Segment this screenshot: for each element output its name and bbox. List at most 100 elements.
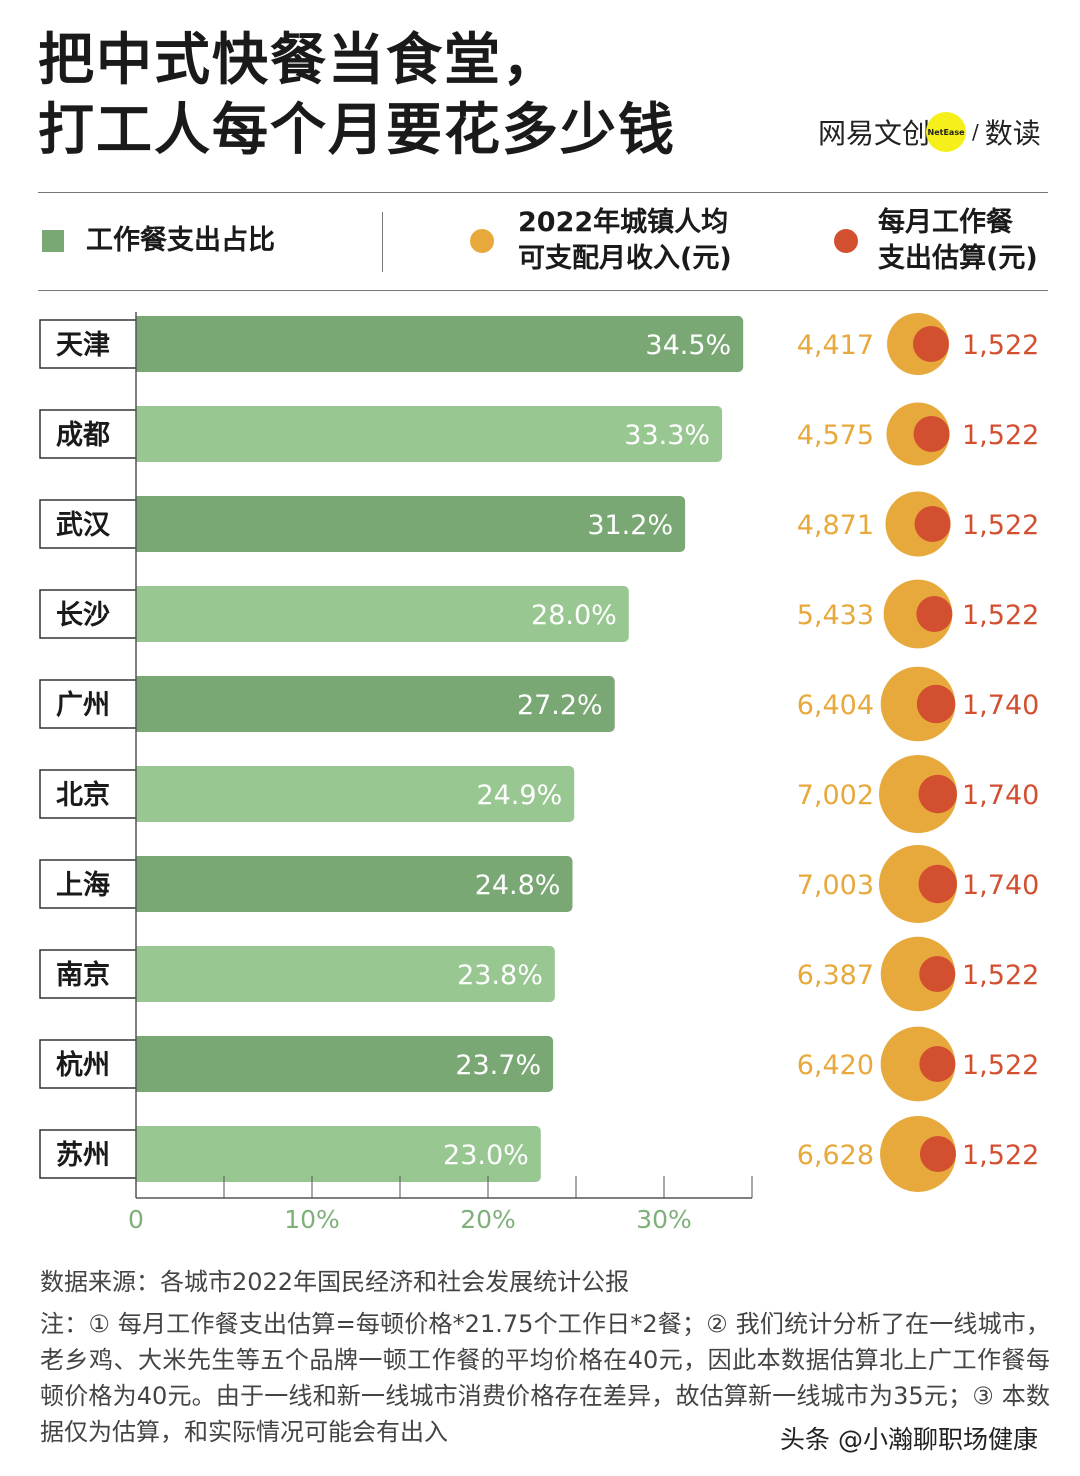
income-value-label: 6,387 xyxy=(797,960,874,991)
meal-value-label: 1,522 xyxy=(962,510,1039,541)
legend-label: 每月工作餐 xyxy=(878,207,1013,238)
category-label: 苏州 xyxy=(56,1140,110,1171)
x-tick-label: 0 xyxy=(128,1205,144,1234)
bar xyxy=(136,1126,541,1182)
footnote: 注：① 每月工作餐支出估算=每顿价格*21.75个工作日*2餐；② 我们统计分析… xyxy=(40,1310,1050,1446)
logo-text: 网易文创 xyxy=(818,117,931,150)
bar-edge xyxy=(136,1126,144,1182)
bar xyxy=(136,766,575,822)
meal-value-label: 1,740 xyxy=(962,780,1039,811)
income-value-label: 4,575 xyxy=(797,420,874,451)
income-circle xyxy=(880,1026,956,1102)
category-label: 成都 xyxy=(56,420,110,451)
meal-circle xyxy=(919,1136,956,1172)
bar-value-label: 23.8% xyxy=(457,960,543,991)
bar-edge xyxy=(136,946,144,1002)
divider xyxy=(38,290,1048,291)
legend-meal: 每月工作餐支出估算(元) xyxy=(834,196,1038,286)
category-label: 天津 xyxy=(56,330,110,361)
bar-edge xyxy=(136,676,144,732)
meal-value-label: 1,522 xyxy=(962,600,1039,631)
bar-edge xyxy=(136,1036,144,1092)
income-value-label: 7,003 xyxy=(797,870,874,901)
data-source: 数据来源：各城市2022年国民经济和社会发展统计公报 xyxy=(40,1268,630,1296)
income-circle xyxy=(879,755,957,833)
logo-badge: NetEase xyxy=(926,112,967,152)
legend-income: 2022年城镇人均 可支配月收入(元) xyxy=(470,196,732,286)
legend-swatch xyxy=(42,230,64,252)
income-value-label: 4,871 xyxy=(797,510,874,541)
meal-circle xyxy=(912,326,949,362)
logo-badge-text: NetEase xyxy=(927,127,965,137)
bar-chart: 天津 34.5% 4,417 1,522 成都 33.3% 4,575 1,522 武汉 31.2… xyxy=(39,312,1039,1234)
income-circle xyxy=(879,845,957,923)
bar-edge xyxy=(136,586,144,642)
category-label: 北京 xyxy=(56,779,110,811)
meal-value-label: 1,522 xyxy=(962,420,1039,451)
watermark: 头条 @小瀚聊职场健康 xyxy=(780,1425,1038,1454)
income-circle xyxy=(880,936,956,1012)
income-value-label: 4,417 xyxy=(797,330,874,361)
bar-value-label: 24.8% xyxy=(475,870,561,901)
logo-slash: / xyxy=(972,120,979,144)
bar xyxy=(136,946,555,1002)
meal-value-label: 1,522 xyxy=(962,1050,1039,1081)
meal-value-label: 1,522 xyxy=(962,960,1039,991)
bar-edge xyxy=(136,316,144,372)
meal-circle xyxy=(918,774,957,814)
title-line-2: 打工人每个月要花多少钱 xyxy=(38,98,676,163)
bar xyxy=(136,406,723,462)
meal-circle xyxy=(916,684,956,724)
meal-value-label: 1,740 xyxy=(962,690,1039,721)
legend-swatch xyxy=(470,229,494,253)
category-label: 杭州 xyxy=(56,1049,110,1081)
income-value-label: 7,002 xyxy=(797,780,874,811)
category-label: 南京 xyxy=(56,959,110,991)
bar-edge xyxy=(136,406,144,462)
page-title: 把中式快餐当食堂， 打工人每个月要花多少钱 xyxy=(38,26,676,166)
bar-edge xyxy=(136,766,144,822)
bar-value-label: 24.9% xyxy=(476,780,562,811)
bar-value-label: 23.0% xyxy=(443,1140,529,1171)
logo: 网易文创 NetEase / 数读 xyxy=(818,108,1041,156)
bar-value-label: 34.5% xyxy=(645,330,731,361)
bar xyxy=(136,586,629,642)
legend-label: 可支配月收入(元) xyxy=(518,243,732,274)
x-tick-label: 30% xyxy=(636,1205,692,1234)
bar-value-label: 23.7% xyxy=(455,1050,541,1081)
income-value-label: 6,404 xyxy=(797,690,874,721)
meal-circle xyxy=(913,416,950,452)
title-line-1: 把中式快餐当食堂， xyxy=(38,28,560,93)
meal-circle xyxy=(918,864,957,904)
meal-circle xyxy=(916,596,953,632)
meal-value-label: 1,740 xyxy=(962,870,1039,901)
bar xyxy=(136,676,615,732)
income-value-label: 6,628 xyxy=(797,1140,874,1171)
category-label: 武汉 xyxy=(56,510,111,541)
legend-label: 2022年城镇人均 xyxy=(518,207,729,238)
income-value-label: 5,433 xyxy=(797,600,874,631)
x-tick-label: 20% xyxy=(460,1205,516,1234)
bar-value-label: 27.2% xyxy=(517,690,603,721)
legend-share: 工作餐支出占比 xyxy=(42,196,275,286)
meal-circle xyxy=(914,506,951,542)
bar xyxy=(136,496,686,552)
income-value-label: 6,420 xyxy=(797,1050,874,1081)
bar-edge xyxy=(136,856,144,912)
bar xyxy=(136,856,573,912)
divider xyxy=(38,192,1048,193)
bar xyxy=(136,1036,554,1092)
bar-edge xyxy=(136,496,144,552)
legend-swatch xyxy=(834,229,858,253)
divider xyxy=(382,212,383,272)
category-label: 长沙 xyxy=(56,600,110,631)
income-circle xyxy=(880,1116,956,1192)
legend-label: 支出估算(元) xyxy=(878,243,1038,274)
bar-value-label: 28.0% xyxy=(531,600,617,631)
meal-value-label: 1,522 xyxy=(962,330,1039,361)
logo-text-right: 数读 xyxy=(984,117,1041,150)
x-tick-label: 10% xyxy=(284,1205,340,1234)
bar-value-label: 31.2% xyxy=(587,510,673,541)
bar xyxy=(136,316,744,372)
meal-value-label: 1,522 xyxy=(962,1140,1039,1171)
